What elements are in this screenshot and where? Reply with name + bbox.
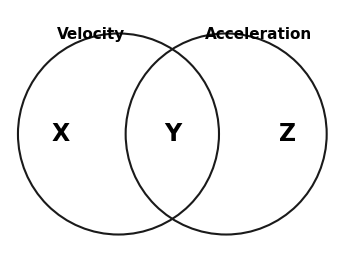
Text: Velocity: Velocity bbox=[57, 27, 126, 42]
Text: X: X bbox=[52, 122, 70, 146]
Text: Y: Y bbox=[164, 122, 181, 146]
Text: Acceleration: Acceleration bbox=[205, 27, 312, 42]
Text: Z: Z bbox=[279, 122, 296, 146]
